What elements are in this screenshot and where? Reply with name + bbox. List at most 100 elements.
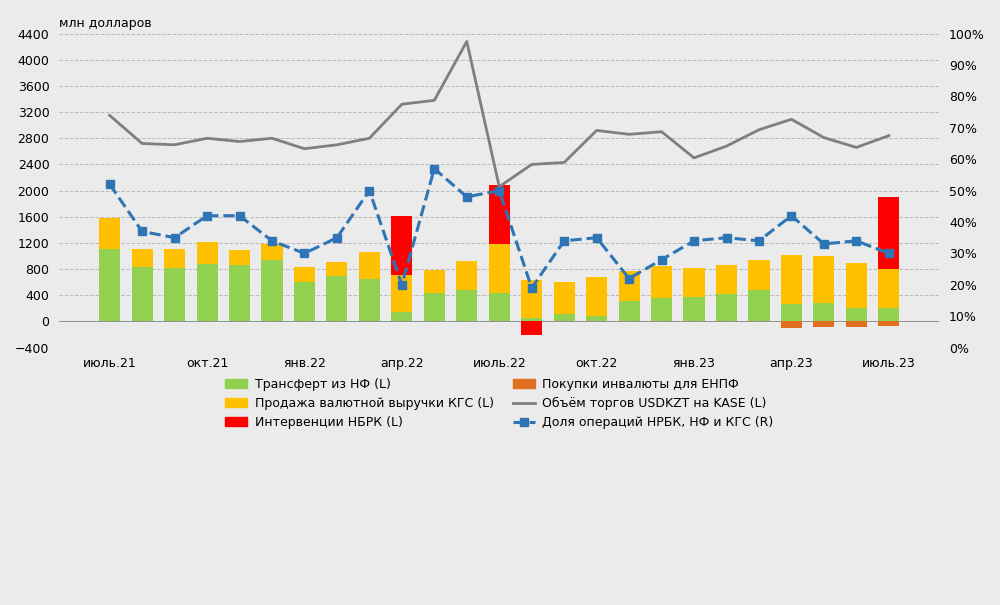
Bar bbox=[229, 250, 250, 265]
Bar bbox=[748, 260, 770, 290]
Объём торгов USDKZT на KASE (L) bbox=[234, 138, 246, 145]
Доля операций НРБК, НФ и КГС (R) bbox=[785, 212, 797, 220]
Bar bbox=[456, 290, 477, 321]
Bar bbox=[846, 309, 867, 321]
Bar bbox=[229, 265, 250, 321]
Bar bbox=[619, 301, 640, 321]
Доля операций НРБК, НФ и КГС (R) bbox=[721, 234, 733, 241]
Доля операций НРБК, НФ и КГС (R) bbox=[396, 281, 408, 289]
Объём торгов USDKZT на KASE (L) bbox=[753, 126, 765, 133]
Bar bbox=[878, 269, 899, 309]
Bar bbox=[489, 293, 510, 321]
Объём торгов USDKZT на KASE (L) bbox=[526, 161, 538, 168]
Доля операций НРБК, НФ и КГС (R) bbox=[331, 234, 343, 241]
Объём торгов USDKZT на KASE (L) bbox=[331, 141, 343, 148]
Bar bbox=[261, 244, 283, 260]
Bar bbox=[359, 279, 380, 321]
Доля операций НРБК, НФ и КГС (R) bbox=[493, 187, 505, 194]
Объём торгов USDKZT на KASE (L) bbox=[396, 100, 408, 108]
Доля операций НРБК, НФ и КГС (R) bbox=[136, 228, 148, 235]
Bar bbox=[586, 316, 607, 321]
Доля операций НРБК, НФ и КГС (R) bbox=[753, 237, 765, 244]
Доля операций НРБК, НФ и КГС (R) bbox=[169, 234, 181, 241]
Bar bbox=[489, 185, 510, 244]
Bar bbox=[294, 282, 315, 321]
Доля операций НРБК, НФ и КГС (R) bbox=[818, 240, 830, 247]
Доля операций НРБК, НФ и КГС (R) bbox=[883, 250, 895, 257]
Bar bbox=[813, 321, 834, 327]
Bar bbox=[521, 318, 542, 321]
Bar bbox=[197, 241, 218, 264]
Bar bbox=[132, 249, 153, 267]
Bar bbox=[846, 263, 867, 309]
Объём торгов USDKZT на KASE (L) bbox=[428, 97, 440, 104]
Bar bbox=[619, 271, 640, 301]
Объём торгов USDKZT на KASE (L) bbox=[363, 135, 375, 142]
Объём торгов USDKZT на KASE (L) bbox=[558, 159, 570, 166]
Объём торгов USDKZT на KASE (L) bbox=[169, 141, 181, 148]
Доля операций НРБК, НФ и КГС (R) bbox=[298, 250, 310, 257]
Доля операций НРБК, НФ и КГС (R) bbox=[850, 237, 862, 244]
Bar bbox=[683, 296, 705, 321]
Bar bbox=[359, 252, 380, 279]
Bar bbox=[132, 267, 153, 321]
Доля операций НРБК, НФ и КГС (R) bbox=[461, 193, 473, 200]
Bar bbox=[878, 309, 899, 321]
Доля операций НРБК, НФ и КГС (R) bbox=[526, 284, 538, 292]
Bar bbox=[586, 277, 607, 316]
Line: Объём торгов USDKZT на KASE (L): Объём торгов USDKZT на KASE (L) bbox=[110, 41, 889, 187]
Объём торгов USDKZT на KASE (L) bbox=[818, 134, 830, 141]
Объём торгов USDKZT на KASE (L) bbox=[785, 116, 797, 123]
Bar bbox=[554, 282, 575, 313]
Bar bbox=[164, 249, 185, 268]
Доля операций НРБК, НФ и КГС (R) bbox=[201, 212, 213, 220]
Bar bbox=[651, 298, 672, 321]
Bar bbox=[456, 261, 477, 290]
Объём торгов USDKZT на KASE (L) bbox=[493, 183, 505, 191]
Доля операций НРБК, НФ и КГС (R) bbox=[428, 165, 440, 172]
Legend: Трансферт из НФ (L), Продажа валютной выручки КГС (L), Интервенции НБРК (L), Пок: Трансферт из НФ (L), Продажа валютной вы… bbox=[219, 371, 780, 436]
Объём торгов USDKZT на KASE (L) bbox=[623, 131, 635, 138]
Bar bbox=[554, 313, 575, 321]
Bar bbox=[391, 312, 412, 321]
Bar bbox=[391, 275, 412, 312]
Bar bbox=[878, 197, 899, 269]
Bar bbox=[651, 266, 672, 298]
Доля операций НРБК, НФ и КГС (R) bbox=[104, 181, 116, 188]
Bar bbox=[489, 244, 510, 293]
Line: Доля операций НРБК, НФ и КГС (R): Доля операций НРБК, НФ и КГС (R) bbox=[105, 165, 893, 292]
Объём торгов USDKZT на KASE (L) bbox=[850, 144, 862, 151]
Bar bbox=[716, 294, 737, 321]
Bar bbox=[781, 255, 802, 304]
Bar bbox=[521, 280, 542, 318]
Объём торгов USDKZT на KASE (L) bbox=[461, 38, 473, 45]
Bar bbox=[846, 321, 867, 327]
Bar bbox=[813, 256, 834, 303]
Объём торгов USDKZT на KASE (L) bbox=[266, 135, 278, 142]
Bar bbox=[683, 268, 705, 296]
Bar bbox=[391, 216, 412, 275]
Bar bbox=[261, 260, 283, 321]
Bar bbox=[813, 303, 834, 321]
Bar bbox=[294, 267, 315, 282]
Доля операций НРБК, НФ и КГС (R) bbox=[234, 212, 246, 220]
Bar bbox=[164, 268, 185, 321]
Bar bbox=[326, 262, 347, 276]
Объём торгов USDKZT на KASE (L) bbox=[104, 112, 116, 119]
Объём торгов USDKZT на KASE (L) bbox=[591, 127, 603, 134]
Bar bbox=[424, 293, 445, 321]
Доля операций НРБК, НФ и КГС (R) bbox=[591, 234, 603, 241]
Bar bbox=[197, 264, 218, 321]
Bar bbox=[521, 321, 542, 335]
Bar bbox=[878, 321, 899, 326]
Bar bbox=[99, 249, 120, 321]
Объём торгов USDKZT на KASE (L) bbox=[883, 132, 895, 139]
Объём торгов USDKZT на KASE (L) bbox=[688, 154, 700, 162]
Доля операций НРБК, НФ и КГС (R) bbox=[266, 237, 278, 244]
Доля операций НРБК, НФ и КГС (R) bbox=[363, 187, 375, 194]
Объём торгов USDKZT на KASE (L) bbox=[656, 128, 668, 136]
Объём торгов USDKZT на KASE (L) bbox=[721, 143, 733, 150]
Bar bbox=[716, 264, 737, 294]
Объём торгов USDKZT на KASE (L) bbox=[201, 135, 213, 142]
Доля операций НРБК, НФ и КГС (R) bbox=[688, 237, 700, 244]
